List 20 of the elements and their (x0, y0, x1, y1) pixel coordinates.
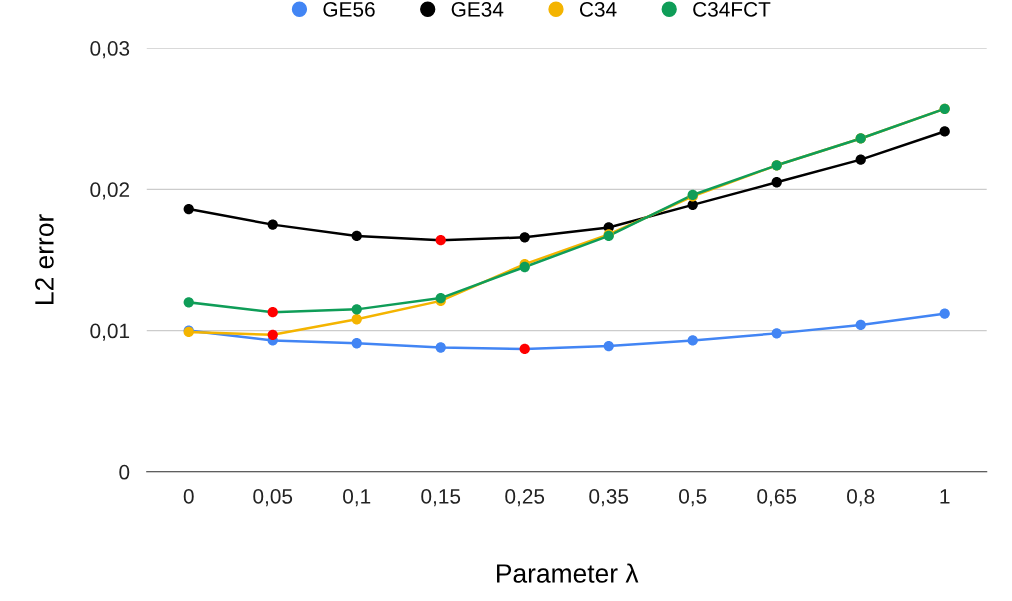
legend-label: C34 (579, 1, 617, 17)
x-tick-label: 0,15 (421, 489, 461, 507)
y-tick-label: 0,02 (90, 182, 130, 200)
x-tick-label: 0,1 (343, 489, 371, 507)
y-tick-label: 0,03 (90, 41, 130, 59)
legend-label: C34FCT (693, 1, 771, 17)
x-tick-label: 1 (940, 489, 950, 504)
x-tick-label: 0,35 (589, 489, 629, 507)
legend-label: GE34 (451, 1, 504, 17)
x-tick-label: 0 (183, 489, 194, 504)
x-tick-label: 0,05 (253, 489, 293, 507)
x-axis-title: Parameter λ (497, 563, 639, 583)
x-tick-label: 0,5 (679, 489, 707, 507)
legend-label: GE56 (323, 1, 375, 17)
x-tick-label: 0,65 (757, 489, 797, 507)
y-axis-title: L2 error (35, 214, 54, 304)
y-tick-label: 0 (119, 464, 130, 480)
x-tick-label: 0,25 (505, 489, 545, 507)
x-tick-label: 0,8 (847, 489, 875, 507)
y-tick-label: 0,01 (90, 323, 130, 341)
